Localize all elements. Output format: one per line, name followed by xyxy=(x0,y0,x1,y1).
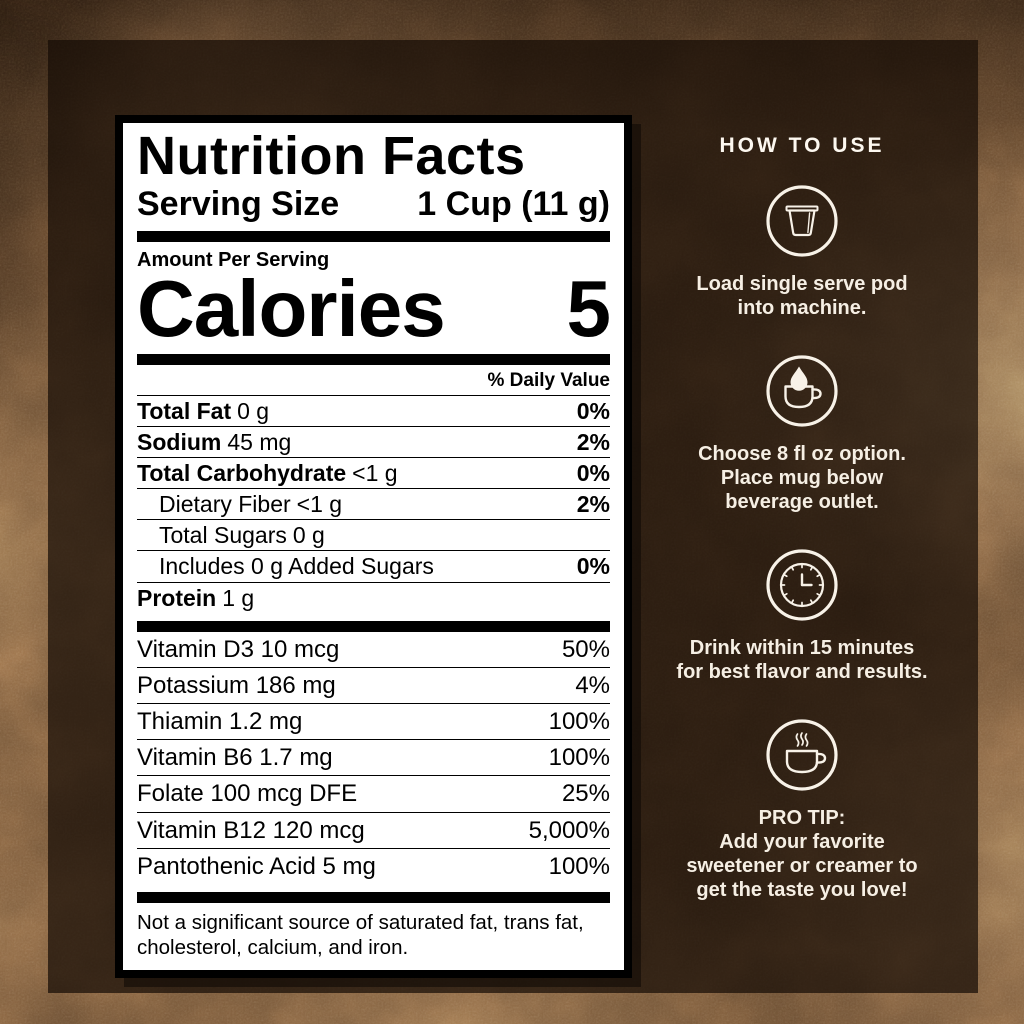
vitamin-row: Thiamin 1.2 mg 100% xyxy=(137,703,610,739)
vitamin-dv: 25% xyxy=(561,780,610,808)
step-text: PRO TIP: Add your favorite sweetener or … xyxy=(686,807,918,902)
nutrient-dv: 0% xyxy=(576,397,610,424)
pod-icon xyxy=(766,185,838,257)
vitamin-row: Vitamin B6 1.7 mg 100% xyxy=(137,739,610,775)
how-to-step: Load single serve pod into machine. xyxy=(656,183,948,320)
how-to-step: Choose 8 fl oz option. Place mug below b… xyxy=(656,353,948,514)
serving-size-label: Serving Size xyxy=(137,185,340,224)
vitamin-dv: 100% xyxy=(548,744,610,772)
vitamin-row: Folate 100 mcg DFE 25% xyxy=(137,775,610,811)
thick-rule xyxy=(137,620,610,632)
vitamin-name: Pantothenic Acid 5 mg xyxy=(137,852,376,880)
vitamin-row: Potassium 186 mg 4% xyxy=(137,666,610,703)
vitamin-name: Vitamin D3 10 mcg xyxy=(137,635,340,663)
daily-value-header: % Daily Value xyxy=(487,369,610,391)
nutrient-amount: <1 g xyxy=(352,460,398,487)
how-to-step: PRO TIP: Add your favorite sweetener or … xyxy=(656,717,948,902)
amount-per-serving: Amount Per Serving xyxy=(137,249,330,272)
nutrient-amount: 1 g xyxy=(222,584,255,611)
nutrient-name: Dietary Fiber xyxy=(159,491,291,518)
nutrient-row: Total Sugars 0 g xyxy=(137,519,610,550)
label-title: Nutrition Facts xyxy=(137,126,526,186)
vitamin-dv: 100% xyxy=(548,708,610,736)
nutrient-row: Total Fat 0 g 0% xyxy=(137,394,610,426)
clock-icon xyxy=(766,549,838,621)
nutrient-amount: <1 g xyxy=(296,491,343,518)
vitamin-rows: Vitamin D3 10 mcg 50% Potassium 186 mg 4… xyxy=(137,632,610,884)
calories-value: 5 xyxy=(566,264,611,354)
mug-droplet-icon xyxy=(766,355,838,427)
nutrient-row: Protein 1 g xyxy=(137,581,610,613)
vitamin-name: Vitamin B6 1.7 mg xyxy=(137,744,333,772)
vitamin-row: Vitamin D3 10 mcg 50% xyxy=(137,632,610,667)
nutrient-name: Total Carbohydrate xyxy=(137,460,347,487)
label-footnote: Not a significant source of saturated fa… xyxy=(137,911,584,960)
how-to-use-section: HOW TO USE Load single serve pod into ma… xyxy=(656,133,948,935)
serving-size-value: 1 Cup (11 g) xyxy=(417,185,610,224)
nutrient-row: Dietary Fiber <1 g 2% xyxy=(137,488,610,519)
nutrient-dv: 0% xyxy=(576,460,610,487)
step-text: Choose 8 fl oz option. Place mug below b… xyxy=(698,443,906,514)
nutrient-rows: Total Fat 0 g 0% Sodium 45 mg 2% Total Car… xyxy=(137,394,610,613)
nutrient-amount: 0 g xyxy=(237,397,270,424)
nutrient-dv: 2% xyxy=(576,428,610,455)
nutrient-amount: 0 g xyxy=(292,522,325,549)
nutrient-name: Total Sugars xyxy=(159,522,287,549)
nutrient-row: Sodium 45 mg 2% xyxy=(137,425,610,457)
vitamin-name: Potassium 186 mg xyxy=(137,671,336,699)
vitamin-name: Thiamin 1.2 mg xyxy=(137,708,303,736)
nutrient-name: Protein xyxy=(137,584,217,611)
nutrient-name: Total Fat xyxy=(137,397,232,424)
nutrient-name: Sodium xyxy=(137,428,222,455)
nutrient-dv: 0% xyxy=(576,553,610,580)
how-to-step: Drink within 15 minutes for best flavor … xyxy=(656,547,948,684)
vitamin-dv: 4% xyxy=(575,671,610,699)
nutrition-facts-label: Nutrition Facts Serving Size 1 Cup (11 g… xyxy=(115,115,632,979)
vitamin-dv: 100% xyxy=(548,852,610,880)
step-text: Drink within 15 minutes for best flavor … xyxy=(676,637,928,684)
nutrient-row: Total Carbohydrate <1 g 0% xyxy=(137,457,610,488)
how-to-use-title: HOW TO USE xyxy=(719,134,885,157)
step-text: Load single serve pod into machine. xyxy=(696,273,908,320)
vitamin-row: Pantothenic Acid 5 mg 100% xyxy=(137,847,610,884)
calories-row: Calories 5 xyxy=(137,264,611,354)
vitamin-dv: 50% xyxy=(561,635,610,663)
steaming-mug-icon xyxy=(766,719,838,791)
thick-rule xyxy=(137,892,610,904)
vitamin-name: Vitamin B12 120 mcg xyxy=(137,816,365,844)
vitamin-dv: 5,000% xyxy=(528,816,610,844)
vitamin-name: Folate 100 mcg DFE xyxy=(137,780,358,808)
thick-rule xyxy=(137,231,610,243)
vitamin-row: Vitamin B12 120 mcg 5,000% xyxy=(137,811,610,848)
nutrient-amount: 45 mg xyxy=(227,428,292,455)
thick-rule xyxy=(137,353,610,365)
nutrient-row: Includes 0 g Added Sugars 0% xyxy=(137,550,610,581)
nutrient-dv: 2% xyxy=(576,491,610,518)
nutrient-name: Includes 0 g Added Sugars xyxy=(159,553,434,580)
serving-size-row: Serving Size 1 Cup (11 g) xyxy=(137,185,610,223)
calories-label: Calories xyxy=(137,264,446,354)
